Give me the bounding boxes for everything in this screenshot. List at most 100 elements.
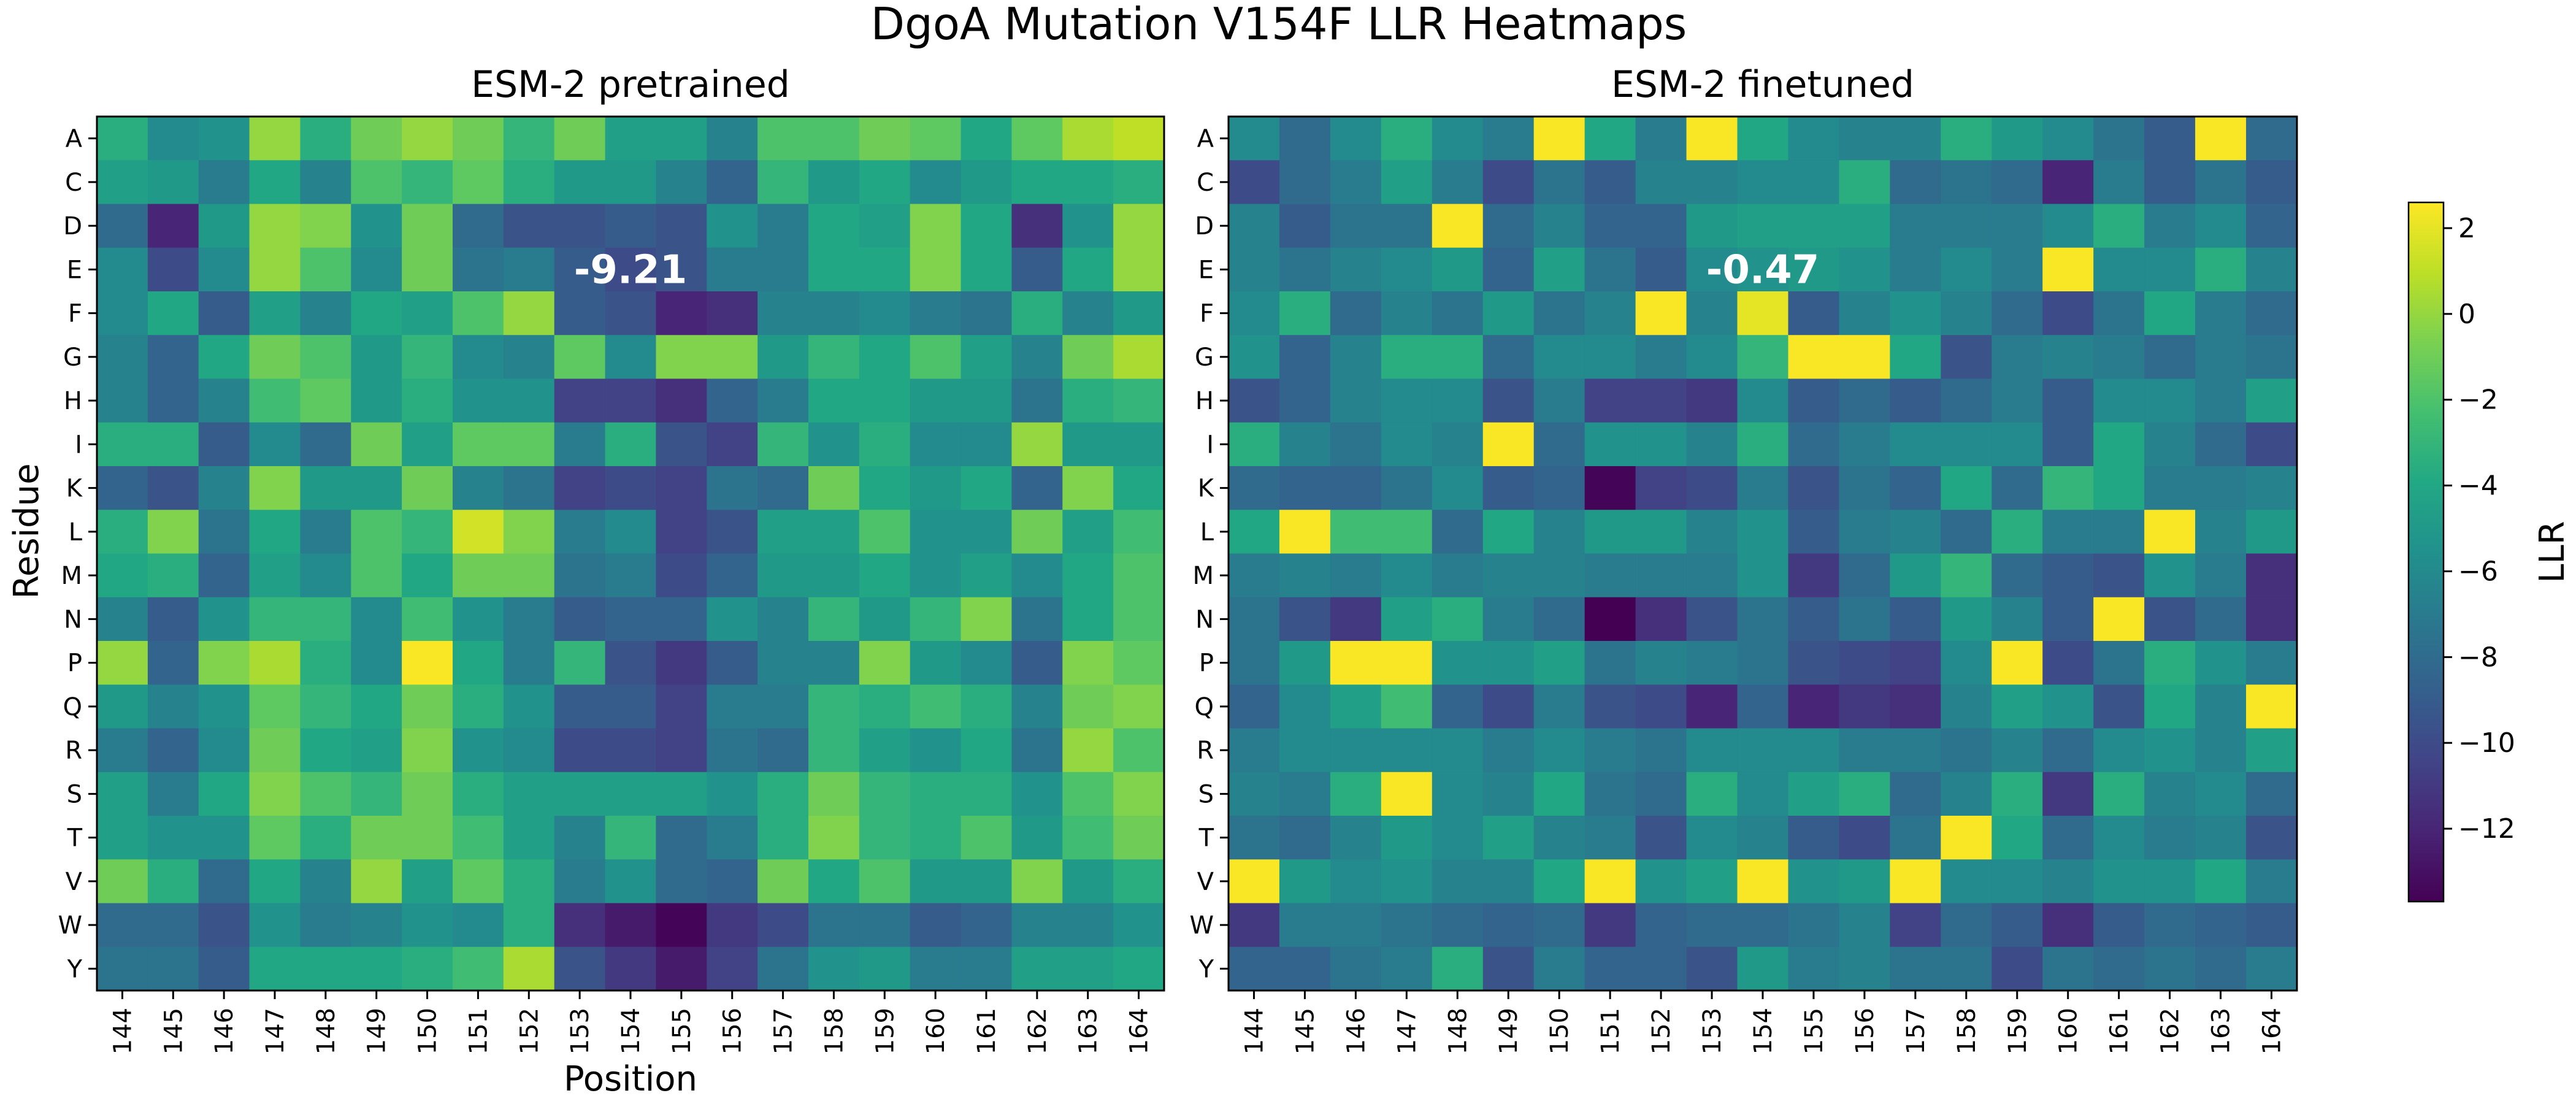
heatmap-cell [808,117,860,161]
heatmap-cell [1584,291,1636,335]
heatmap-cell [910,466,962,510]
heatmap-cell [859,247,911,292]
heatmap-cell [1686,641,1738,685]
heatmap-cell [1432,117,1484,161]
heatmap-cell [1229,204,1280,248]
heatmap-cell [1686,160,1738,205]
heatmap-cell [1330,946,1382,991]
heatmap-cell [300,903,351,948]
heatmap-cell [1686,378,1738,423]
heatmap-cell [1788,816,1840,860]
heatmap-cell [859,816,911,860]
heatmap-cell [2195,684,2247,729]
heatmap-cell [1890,772,1941,816]
heatmap-cell [1991,422,2043,467]
y-tick-label: H [64,387,82,415]
heatmap-cell [1279,597,1331,642]
heatmap-cell [1330,684,1382,729]
y-tick-label: F [1200,300,1214,328]
heatmap-cell [757,510,809,554]
heatmap-cell [1890,816,1941,860]
heatmap-cell [2144,684,2196,729]
heatmap-cell [1941,684,1992,729]
heatmap-cell [2042,204,2094,248]
heatmap-cell [2144,510,2196,554]
heatmap-cell [1737,510,1789,554]
heatmap-cell [656,422,707,467]
heatmap-cell [503,597,555,642]
heatmap-cell [707,728,758,773]
heatmap-cell [910,684,962,729]
heatmap-cell [1533,728,1585,773]
heatmap-cell [859,117,911,161]
x-tick-label: 158 [1953,1008,1981,1054]
x-tick-label: 146 [210,1008,239,1054]
heatmap-cell [2246,422,2298,467]
y-tick-label: H [1195,387,1214,415]
heatmap-cell [1991,684,2043,729]
heatmap-cell [1737,335,1789,380]
colorbar: 2 0 −2 −4 −6 −8 −10 −12 LLR [2407,201,2572,903]
heatmap-cell [1839,946,1890,991]
heatmap-cell [1381,510,1433,554]
heatmap-cell [1737,204,1789,248]
heatmap-cell [198,946,250,991]
heatmap-cell [910,946,962,991]
heatmap-cell [757,117,809,161]
heatmap-cell [1113,816,1165,860]
heatmap-cell [960,160,1013,205]
heatmap-cell [554,859,606,904]
heatmap-cell [554,772,606,816]
heatmap-cell [2093,510,2145,554]
heatmap-cell [2195,553,2247,598]
heatmap-cell [554,291,606,335]
x-tick-label: 159 [2004,1008,2032,1054]
x-tick-label: 158 [820,1008,848,1054]
heatmap-cell [1113,247,1165,292]
heatmap-cell [1890,903,1941,948]
heatmap-cell [910,903,962,948]
heatmap-cell [1113,335,1165,380]
heatmap-cell [656,946,707,991]
heatmap-cell [453,378,504,423]
heatmap-cell [402,160,453,205]
heatmap-cell [1011,335,1063,380]
heatmap-cell [2093,247,2145,292]
heatmap-cell [1737,117,1789,161]
heatmap-cell [147,553,199,598]
heatmap-cell [198,510,250,554]
heatmap-cell [960,597,1013,642]
heatmap-cell [1381,553,1433,598]
heatmap-cell [1381,772,1433,816]
heatmap-cell [147,378,199,423]
heatmap-cell [1635,117,1687,161]
heatmap-cell [1432,772,1484,816]
heatmap-cell [1788,903,1840,948]
heatmap-cell [1113,422,1165,467]
x-tick-label: 164 [2258,1008,2287,1054]
y-tick-label: T [1198,824,1214,853]
heatmap-cell [554,510,606,554]
heatmap-cell [249,728,301,773]
heatmap-cell [960,641,1013,685]
heatmap-cell [960,378,1013,423]
heatmap-cell [1229,816,1280,860]
heatmap-cell [859,684,911,729]
heatmap-cell [147,903,199,948]
heatmap-cell [605,641,657,685]
heatmap-cell [300,641,351,685]
heatmap-finetuned-title: ESM-2 finetuned [1611,63,1914,106]
heatmap-cell [707,422,758,467]
heatmap-cell [97,510,148,554]
heatmap-cell [707,117,758,161]
heatmap-cell [757,903,809,948]
llr-annotation: -9.21 [574,247,687,293]
heatmap-cell [1482,946,1535,991]
heatmap-cell [2195,859,2247,904]
heatmap-cell [1062,160,1114,205]
heatmap-cell [960,204,1013,248]
heatmap-cell [249,641,301,685]
heatmap-cell [1788,859,1840,904]
heatmap-cell [910,378,962,423]
